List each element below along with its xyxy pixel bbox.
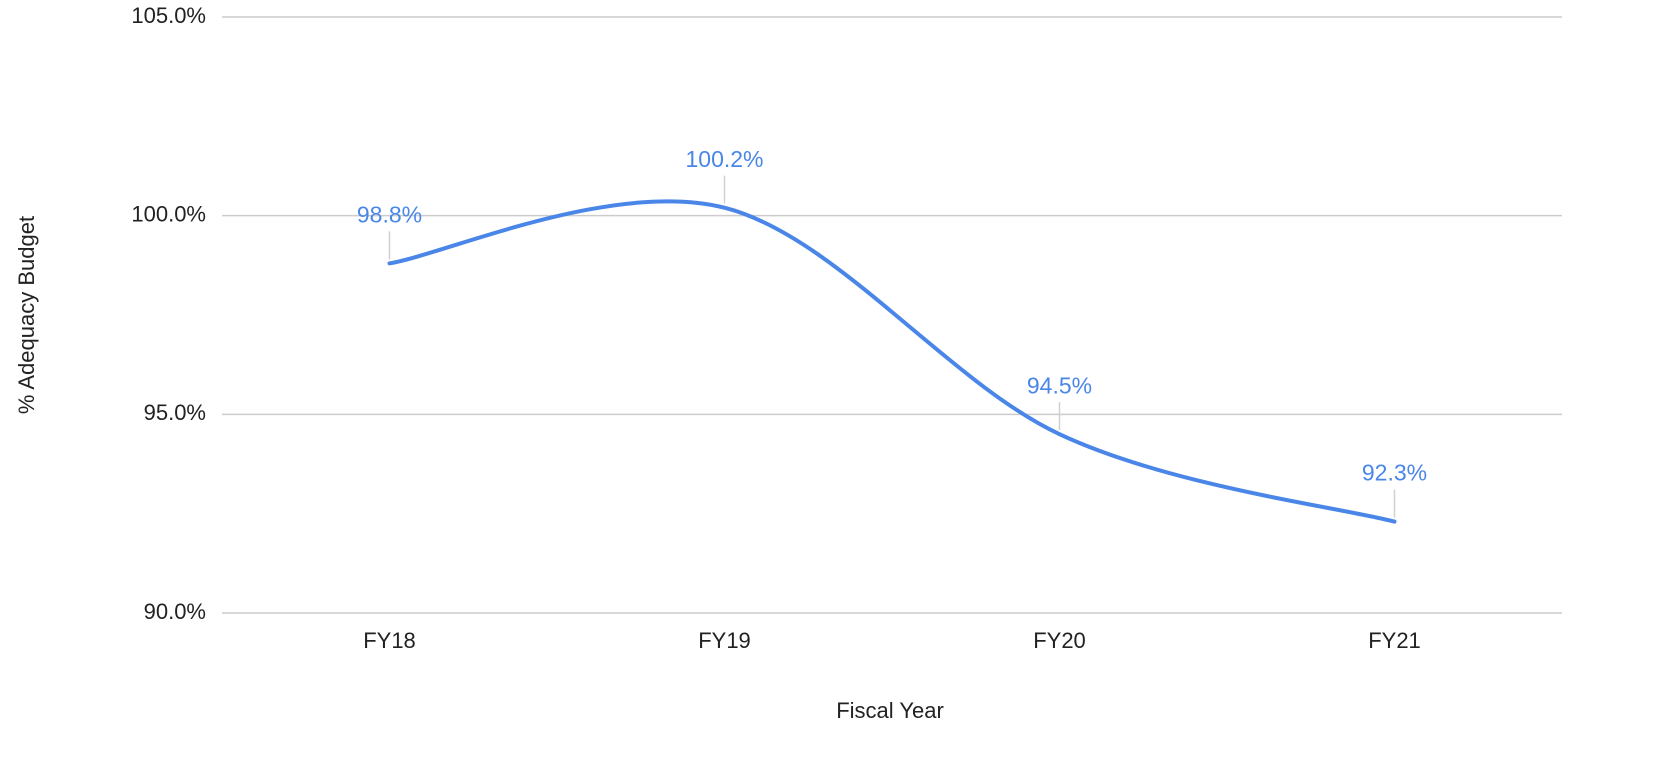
x-axis-title: Fiscal Year <box>836 698 944 723</box>
y-tick-label: 95.0% <box>144 400 206 425</box>
x-tick-label: FY18 <box>363 628 416 653</box>
y-tick-label: 100.0% <box>131 201 206 226</box>
data-label: 94.5% <box>1027 372 1092 398</box>
x-tick-label: FY21 <box>1368 628 1421 653</box>
data-label: 100.2% <box>685 146 763 172</box>
data-label: 92.3% <box>1362 460 1427 486</box>
x-tick-label: FY19 <box>698 628 751 653</box>
y-tick-label: 105.0% <box>131 3 206 28</box>
data-label: 98.8% <box>357 201 422 227</box>
x-tick-label: FY20 <box>1033 628 1086 653</box>
y-tick-label: 90.0% <box>144 599 206 624</box>
y-axis-title: % Adequacy Budget <box>14 216 39 414</box>
data-line <box>387 199 1397 524</box>
